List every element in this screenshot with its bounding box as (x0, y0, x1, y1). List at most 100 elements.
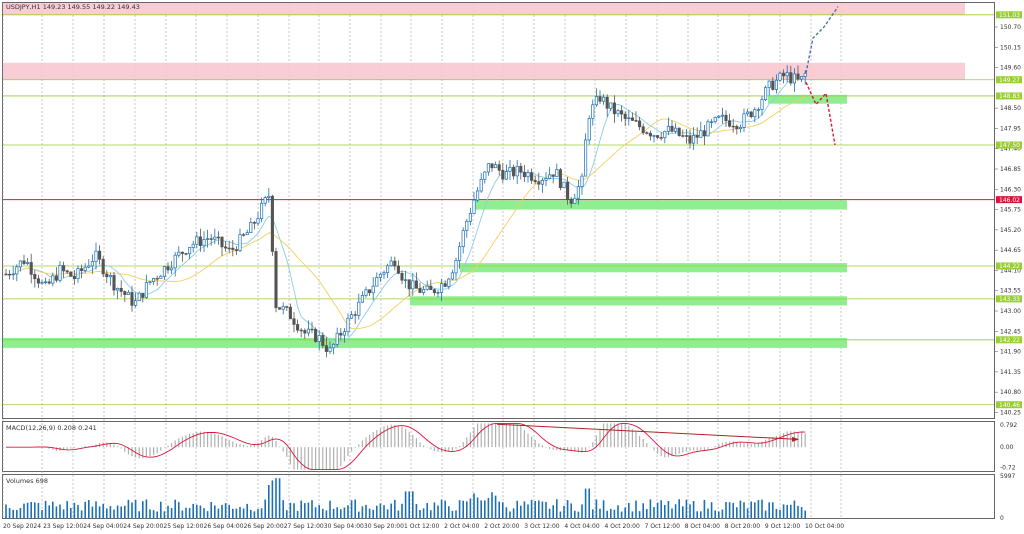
time-tick-label: 23 Sep 12:00 (43, 523, 83, 530)
candle-body (26, 262, 30, 264)
candle-body (188, 247, 192, 255)
candle-body (238, 234, 242, 252)
candle-body (537, 181, 541, 185)
candle-body (674, 127, 678, 132)
level-badge-label: 140.46 (999, 402, 1020, 409)
candle-body (504, 171, 508, 180)
level-badge-label: 144.22 (999, 263, 1020, 270)
candle-body (429, 285, 433, 290)
candle-body (36, 278, 40, 284)
price-tick-label: 143.00 (1000, 308, 1021, 315)
candle-body (749, 111, 753, 118)
macd-tick-label: 0.792 (1000, 422, 1017, 429)
candle-body (742, 113, 746, 128)
level-badge (996, 141, 1022, 149)
macd-tick-label: -0.72 (1000, 464, 1016, 471)
candle-body (645, 132, 649, 134)
candle-body (382, 272, 386, 275)
candle-body (47, 281, 51, 284)
candle-body (285, 306, 289, 308)
candle-body (663, 131, 667, 139)
divergence-line (496, 423, 799, 440)
level-badge (996, 92, 1022, 100)
candle-body (281, 306, 285, 310)
candle-body (764, 87, 768, 101)
bearish-forecast-path (805, 82, 836, 146)
price-axis: 150.70 150.15 149.60 148.50 147.95 147.40 146.… (994, 24, 1021, 416)
candle-body (216, 236, 220, 239)
candle-body (422, 288, 426, 293)
time-tick-label: 30 Sep 20:00 (364, 523, 404, 530)
candle-body (634, 120, 638, 122)
candle-body (760, 99, 764, 110)
support-zone (768, 94, 847, 104)
candle-body (544, 178, 548, 181)
candle-body (461, 230, 465, 247)
candle-body (587, 118, 591, 141)
candle-body (659, 137, 663, 139)
candle-body (76, 268, 80, 280)
macd-panel (2, 421, 995, 472)
time-tick-label: 2 Oct 20:00 (484, 523, 519, 530)
candle-body (90, 261, 94, 267)
price-tick-label: 150.15 (1000, 44, 1021, 51)
candle-body (609, 102, 613, 109)
candle-body (40, 281, 44, 284)
candle-body (263, 197, 267, 204)
candle-body (566, 181, 570, 200)
candle-body (260, 202, 264, 219)
level-badge (996, 336, 1022, 344)
candle-body (792, 73, 796, 84)
candle-body (490, 163, 494, 169)
candle-body (414, 280, 418, 289)
candle-body (623, 113, 627, 119)
candle-body (288, 306, 292, 320)
candle-body (69, 271, 73, 277)
price-tick-label: 147.40 (1000, 146, 1021, 153)
candle-body (249, 222, 253, 233)
candle-body (756, 109, 760, 111)
candle-body (371, 285, 375, 294)
candle-body (767, 80, 771, 89)
candle-body (483, 171, 487, 180)
price-tick-label: 150.70 (1000, 24, 1021, 31)
candle-body (83, 266, 87, 271)
resistance-zone (3, 62, 965, 80)
candle-body (80, 268, 84, 271)
candle-body (130, 292, 134, 306)
candle-body (627, 117, 631, 119)
candle-body (342, 331, 346, 336)
candle-body (692, 135, 696, 144)
candle-body (378, 273, 382, 278)
time-tick-label: 26 Sep 04:00 (204, 523, 244, 530)
candle-body (684, 135, 688, 137)
candle-body (339, 332, 343, 336)
candle-body (58, 265, 62, 281)
candle-body (123, 291, 127, 295)
candle-body (724, 114, 728, 122)
candle-body (98, 250, 102, 260)
candle-body (569, 198, 573, 204)
time-tick-label: 8 Oct 04:00 (685, 523, 720, 530)
candle-body (310, 328, 314, 331)
candle-body (512, 166, 516, 177)
candle-body (242, 234, 246, 236)
candle-body (33, 273, 37, 280)
candle-body (368, 289, 372, 294)
macd-label: MACD(12,26,9) 0.208 0.241 (6, 424, 97, 432)
candle-body (317, 335, 321, 342)
candlestick-series (4, 65, 807, 358)
candle-body (51, 275, 55, 284)
candle-body (119, 288, 123, 292)
support-zone (460, 263, 847, 273)
level-badge (996, 401, 1022, 409)
level-badge-label: 149.27 (999, 77, 1020, 84)
bullish-forecast-path (805, 6, 839, 74)
candle-body (256, 218, 260, 224)
price-tick-label: 141.90 (1000, 349, 1021, 356)
candle-body (666, 125, 670, 132)
candle-body (425, 285, 429, 290)
volume-label: Volumes 698 (6, 477, 48, 485)
candle-body (591, 104, 595, 119)
candle-body (332, 343, 336, 349)
